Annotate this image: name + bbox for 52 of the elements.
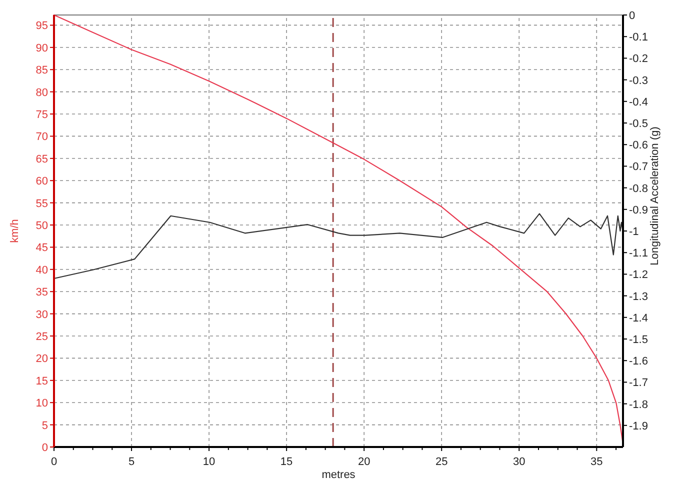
- x-axis-title: metres: [322, 469, 356, 481]
- y2-tick-label: -1.6: [629, 356, 648, 368]
- y2-tick-label: -0.9: [629, 204, 648, 216]
- x-tick-label: 10: [202, 456, 216, 468]
- y2-tick-label: -0.1: [629, 32, 648, 44]
- y2-tick-label: -1.7: [629, 377, 648, 390]
- y-tick-label: 5: [42, 420, 48, 432]
- x-tick-label: 35: [590, 456, 603, 468]
- y2-tick-label: -1: [629, 226, 639, 238]
- y-tick-label: 60: [36, 176, 48, 188]
- y2-axis-title: Longitudinal Acceleration (g): [649, 126, 661, 266]
- y2-tick-label: -0.8: [629, 182, 648, 195]
- y2-tick-label: -1.9: [629, 420, 648, 432]
- y-axis-title: km/h: [9, 219, 21, 243]
- y-tick-label: 30: [36, 308, 48, 321]
- x-tick-label: 15: [280, 456, 293, 468]
- y2-tick-label: -1.3: [629, 290, 648, 303]
- x-tick-label: 30: [513, 456, 526, 468]
- y2-tick-label: -1.5: [629, 334, 648, 346]
- y2-tick-label: -0.5: [629, 118, 648, 130]
- y-tick-label: 80: [36, 86, 48, 99]
- y2-tick-label: -0.6: [629, 140, 648, 152]
- y2-tick-label: -1.2: [629, 269, 648, 282]
- y-tick-label: 40: [36, 264, 48, 276]
- y-tick-label: 45: [36, 242, 48, 254]
- y-tick-label: 0: [42, 442, 48, 454]
- y2-tick-label: -1.4: [629, 312, 648, 324]
- y2-tick-label: 0: [629, 10, 636, 22]
- y-tick-label: 90: [36, 42, 48, 54]
- x-tick-label: 5: [128, 456, 135, 468]
- y2-tick-label: -1.1: [629, 248, 648, 260]
- line-series: [53, 213, 624, 280]
- y2-tick-label: -0.3: [629, 74, 648, 87]
- y-tick-label: 25: [36, 331, 48, 344]
- y2-tick-label: -0.2: [629, 53, 648, 66]
- y-tick-label: 75: [36, 109, 48, 122]
- y2-tick-label: -0.4: [629, 96, 648, 108]
- y-tick-label: 20: [36, 353, 48, 366]
- y-tick-label: 95: [36, 20, 48, 32]
- y-tick-label: 50: [36, 220, 48, 232]
- y2-tick-label: -0.7: [629, 161, 648, 174]
- y-tick-label: 10: [36, 398, 48, 410]
- x-tick-label: 25: [435, 456, 448, 468]
- y-tick-label: 85: [36, 64, 48, 77]
- y-tick-label: 70: [36, 131, 48, 144]
- x-tick-label: 20: [358, 456, 370, 468]
- y-tick-label: 65: [36, 153, 48, 166]
- y2-tick-label: -1.8: [629, 398, 648, 411]
- x-tick-label: 0: [50, 456, 58, 468]
- y-tick-label: 55: [36, 198, 48, 210]
- y-tick-label: 35: [36, 286, 48, 299]
- y-tick-label: 15: [36, 375, 48, 388]
